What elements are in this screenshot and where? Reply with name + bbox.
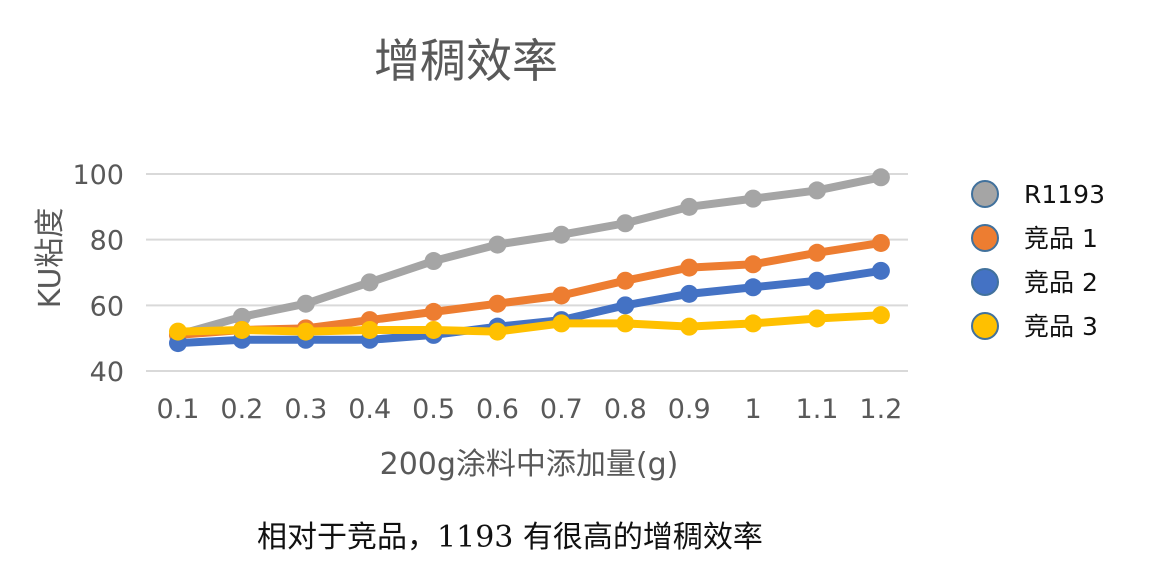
data-point xyxy=(424,302,443,321)
legend-marker xyxy=(971,312,999,340)
chart-title: 增稠效率 xyxy=(374,34,558,88)
x-tick-label: 1 xyxy=(745,394,762,425)
x-tick-label: 0.3 xyxy=(284,394,327,425)
data-point xyxy=(616,214,635,233)
x-tick-label: 0.4 xyxy=(348,394,391,425)
legend-item: 竞品 1 xyxy=(971,224,1098,253)
legend-label: 竞品 3 xyxy=(1024,312,1098,341)
data-point xyxy=(552,314,571,333)
series-lines xyxy=(169,168,890,353)
data-point xyxy=(552,286,571,305)
data-point xyxy=(744,255,763,274)
data-point xyxy=(616,271,635,290)
x-tick-label: 0.5 xyxy=(412,394,455,425)
data-point xyxy=(488,294,507,313)
x-tick-label: 0.8 xyxy=(604,394,647,425)
y-tick-label: 40 xyxy=(90,357,124,388)
legend-item: 竞品 2 xyxy=(971,268,1098,297)
x-tick-label: 0.9 xyxy=(668,394,711,425)
y-tick-label: 100 xyxy=(72,160,124,191)
y-axis-label: KU粘度 xyxy=(33,208,68,309)
data-point xyxy=(552,225,571,244)
data-point xyxy=(871,233,890,252)
x-tick-label: 0.6 xyxy=(476,394,519,425)
data-point xyxy=(296,294,315,313)
legend: R1193 竞品 1 竞品 2 竞品 3 xyxy=(971,180,1105,341)
x-tick-label: 1.2 xyxy=(859,394,902,425)
legend-item: R1193 xyxy=(971,180,1105,209)
x-axis-ticks: 0.1 0.2 0.3 0.4 0.5 0.6 0.7 0.8 0.9 1 1.1 1.2 xyxy=(157,394,903,425)
legend-marker xyxy=(971,224,999,252)
x-tick-label: 0.1 xyxy=(157,394,200,425)
legend-marker xyxy=(971,268,999,296)
chart-caption: 相对于竞品，1193 有很高的增稠效率 xyxy=(257,520,763,555)
y-axis-ticks: 40 60 80 100 xyxy=(72,160,124,388)
data-point xyxy=(616,314,635,333)
data-point xyxy=(360,273,379,292)
data-point xyxy=(871,168,890,187)
data-point xyxy=(744,314,763,333)
x-tick-label: 0.2 xyxy=(220,394,263,425)
legend-label: 竞品 2 xyxy=(1024,268,1098,297)
data-point xyxy=(744,278,763,297)
data-point xyxy=(169,322,187,341)
series-line xyxy=(174,266,885,348)
data-point xyxy=(744,189,763,208)
x-axis-label: 200g涂料中添加量(g) xyxy=(380,447,679,482)
data-point xyxy=(808,181,826,200)
series-line xyxy=(174,173,885,339)
data-point xyxy=(680,284,699,303)
series-group xyxy=(169,306,890,341)
data-point xyxy=(488,235,507,254)
data-point xyxy=(808,243,826,262)
legend-label: 竞品 1 xyxy=(1024,224,1098,253)
y-tick-label: 80 xyxy=(90,226,124,257)
data-point xyxy=(808,271,826,290)
data-point xyxy=(680,197,699,216)
x-tick-label: 1.1 xyxy=(796,394,839,425)
data-point xyxy=(488,322,507,341)
data-point xyxy=(360,320,379,339)
data-point xyxy=(424,320,443,339)
data-point xyxy=(424,252,443,271)
data-point xyxy=(296,322,315,341)
legend-marker xyxy=(971,180,999,208)
legend-label: R1193 xyxy=(1024,180,1105,209)
data-point xyxy=(871,306,890,325)
data-point xyxy=(808,309,826,328)
series-line xyxy=(174,311,885,336)
data-point xyxy=(680,258,699,277)
legend-item: 竞品 3 xyxy=(971,312,1098,341)
data-point xyxy=(232,307,251,326)
data-point xyxy=(616,296,635,315)
x-tick-label: 0.7 xyxy=(540,394,583,425)
y-tick-label: 60 xyxy=(90,291,124,322)
data-point xyxy=(871,261,890,280)
data-point xyxy=(232,320,251,339)
data-point xyxy=(680,317,699,336)
